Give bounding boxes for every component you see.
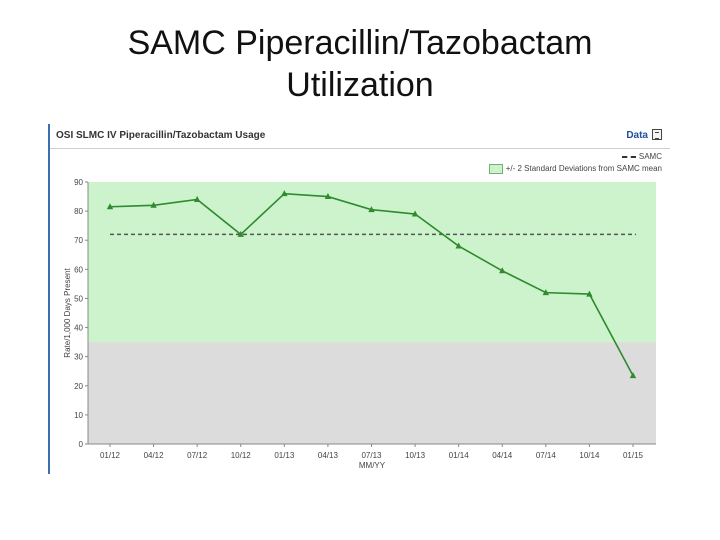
- x-axis-label: MM/YY: [359, 461, 386, 470]
- clipboard-icon[interactable]: [652, 129, 662, 140]
- legend-label-band: +/- 2 Standard Deviations from SAMC mean: [505, 164, 662, 174]
- y-axis-label: Rate/1,000 Days Present: [63, 268, 72, 358]
- data-point: [586, 290, 593, 297]
- data-point: [411, 210, 419, 217]
- chart-title: OSI SLMC IV Piperacillin/Tazobactam Usag…: [56, 130, 266, 141]
- legend-label-mean: SAMC: [638, 152, 662, 161]
- data-point: [237, 230, 244, 237]
- x-tick-label: 01/14: [449, 451, 470, 460]
- x-tick-label: 07/12: [187, 451, 208, 460]
- x-tick-label: 01/13: [274, 451, 295, 460]
- y-tick-label: 0: [79, 440, 84, 449]
- below-band-area: [88, 342, 656, 444]
- data-point: [150, 201, 157, 208]
- y-tick-label: 90: [74, 178, 83, 187]
- legend-item-mean: SAMC: [621, 152, 662, 163]
- line-chart: 0 10 20 30 40 50 60 70 80 90 01/12 04/12 07/12 10/12 0…: [63, 178, 656, 470]
- y-tick-label: 80: [74, 207, 83, 216]
- data-point: [106, 203, 114, 210]
- y-tick-label: 30: [74, 353, 83, 362]
- slide-title: SAMC Piperacillin/Tazobactam Utilization: [0, 22, 720, 106]
- y-tick-label: 10: [74, 411, 83, 420]
- data-point: [368, 206, 375, 213]
- sd-band-area: [88, 182, 656, 343]
- x-tick-label: 10/14: [579, 451, 600, 460]
- x-tick-label: 07/13: [361, 451, 382, 460]
- chart-header: OSI SLMC IV Piperacillin/Tazobactam Usag…: [50, 124, 670, 149]
- data-point: [324, 193, 332, 200]
- slide-title-line2: Utilization: [286, 66, 434, 104]
- data-point: [542, 289, 550, 296]
- x-tick-label: 01/15: [623, 451, 644, 460]
- x-tick-label: 01/12: [100, 451, 121, 460]
- slide-title-line1: SAMC Piperacillin/Tazobactam: [127, 24, 593, 62]
- data-point: [629, 372, 637, 379]
- legend-band-swatch: [488, 164, 503, 174]
- data-point: [281, 190, 288, 197]
- data-point: [455, 242, 462, 249]
- x-tick-label: 10/13: [405, 451, 426, 460]
- y-tick-label: 50: [74, 294, 83, 303]
- x-tick-label: 04/12: [144, 451, 165, 460]
- legend-item-band: +/- 2 Standard Deviations from SAMC mean: [488, 164, 662, 175]
- data-link[interactable]: Data: [626, 130, 648, 141]
- x-tick-label: 10/12: [231, 451, 252, 460]
- y-tick-label: 40: [74, 324, 83, 333]
- chart-legend: SAMC +/- 2 Standard Deviations from SAMC…: [442, 152, 662, 176]
- y-tick-label: 20: [74, 382, 83, 391]
- x-tick-label: 04/13: [318, 451, 339, 460]
- x-tick-label: 07/14: [536, 451, 557, 460]
- chart-panel: 0 10 20 30 40 50 60 70 80 90 01/12 04/12 07/12 10/12 0…: [48, 124, 670, 474]
- y-tick-label: 70: [74, 236, 83, 245]
- legend-dash-swatch: [621, 155, 636, 158]
- y-tick-label: 60: [74, 265, 83, 274]
- data-point: [499, 267, 506, 274]
- data-point: [193, 195, 201, 202]
- x-tick-label: 04/14: [492, 451, 513, 460]
